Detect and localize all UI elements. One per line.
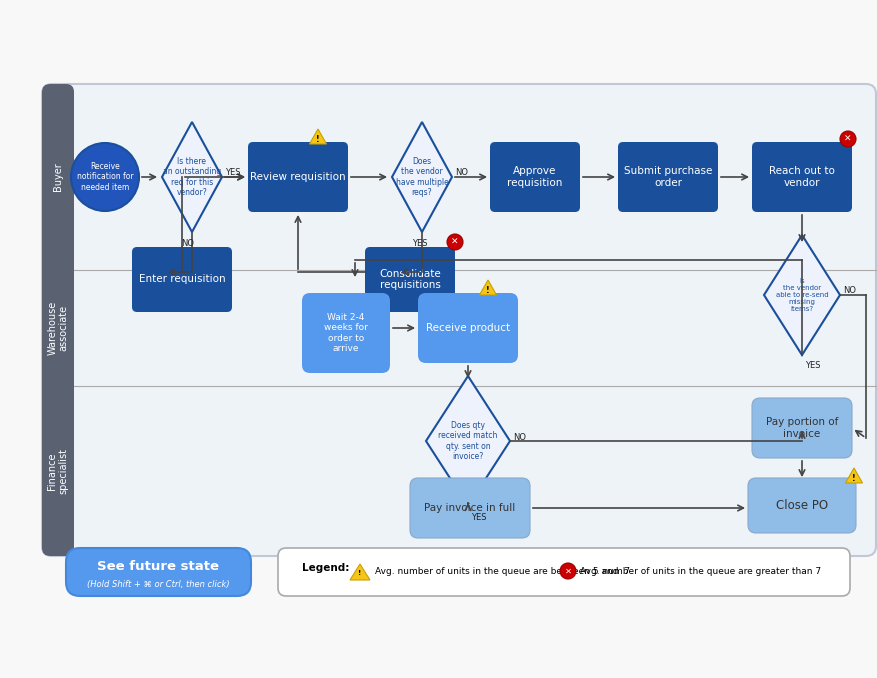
FancyBboxPatch shape [410, 478, 530, 538]
FancyBboxPatch shape [751, 142, 851, 212]
Text: !: ! [486, 286, 489, 295]
FancyBboxPatch shape [751, 398, 851, 458]
Text: Legend:: Legend: [302, 563, 349, 573]
Text: YES: YES [804, 361, 820, 370]
Polygon shape [479, 280, 496, 295]
Circle shape [839, 131, 855, 147]
Polygon shape [350, 564, 369, 580]
FancyBboxPatch shape [365, 247, 454, 312]
Text: Close PO: Close PO [775, 499, 827, 512]
Text: !: ! [358, 570, 361, 576]
Text: Pay portion of
invoice: Pay portion of invoice [765, 417, 838, 439]
FancyBboxPatch shape [42, 84, 875, 556]
Text: NO: NO [182, 239, 195, 248]
FancyBboxPatch shape [278, 548, 849, 596]
Text: Avg. number of units in the queue are greater than 7: Avg. number of units in the queue are gr… [580, 567, 820, 576]
Text: Reach out to
vendor: Reach out to vendor [768, 166, 834, 188]
Text: NO: NO [454, 169, 467, 178]
Text: Avg. number of units in the queue are between 5 and  7: Avg. number of units in the queue are be… [374, 567, 630, 576]
Text: See future state: See future state [96, 559, 218, 572]
Polygon shape [162, 122, 222, 232]
FancyBboxPatch shape [747, 478, 855, 533]
Text: Approve
requisition: Approve requisition [507, 166, 562, 188]
Text: Receive
notification for
needed item: Receive notification for needed item [76, 162, 133, 192]
Text: YES: YES [225, 169, 240, 178]
Text: YES: YES [412, 239, 427, 248]
Text: Warehouse
associate: Warehouse associate [47, 301, 68, 355]
Polygon shape [310, 129, 326, 144]
Text: ✕: ✕ [451, 237, 458, 247]
FancyBboxPatch shape [417, 293, 517, 363]
FancyBboxPatch shape [66, 548, 251, 596]
Text: Finance
specialist: Finance specialist [47, 448, 68, 494]
FancyBboxPatch shape [489, 142, 580, 212]
FancyBboxPatch shape [617, 142, 717, 212]
Circle shape [560, 563, 575, 579]
Text: Review requisition: Review requisition [250, 172, 346, 182]
Text: Enter requisition: Enter requisition [139, 275, 225, 285]
Circle shape [446, 234, 462, 250]
Polygon shape [763, 235, 839, 355]
Polygon shape [391, 122, 452, 232]
Text: YES: YES [470, 513, 486, 522]
Text: ✕: ✕ [564, 567, 571, 576]
Text: Does qty
received match
qty. sent on
invoice?: Does qty received match qty. sent on inv… [438, 421, 497, 461]
Text: Wait 2-4
weeks for
order to
arrive: Wait 2-4 weeks for order to arrive [324, 313, 367, 353]
Text: NO: NO [842, 287, 855, 296]
FancyBboxPatch shape [132, 247, 232, 312]
FancyBboxPatch shape [302, 293, 389, 373]
Text: Does
the vendor
have multiple
reqs?: Does the vendor have multiple reqs? [396, 157, 448, 197]
Text: NO: NO [512, 433, 525, 441]
Text: Is there
an outstanding
req for this
vendor?: Is there an outstanding req for this ven… [163, 157, 221, 197]
Text: !: ! [852, 474, 855, 483]
FancyBboxPatch shape [42, 84, 74, 556]
Text: Receive product: Receive product [425, 323, 510, 333]
Text: ✕: ✕ [844, 134, 851, 144]
Polygon shape [845, 468, 861, 483]
Ellipse shape [71, 143, 139, 211]
Text: !: ! [316, 135, 319, 144]
Text: Is
the vendor
able to re-send
missing
items?: Is the vendor able to re-send missing it… [774, 278, 827, 312]
Polygon shape [425, 376, 510, 506]
Text: Submit purchase
order: Submit purchase order [623, 166, 711, 188]
FancyBboxPatch shape [247, 142, 347, 212]
Text: Consolidate
requisitions: Consolidate requisitions [379, 268, 440, 290]
Text: Buyer: Buyer [53, 163, 63, 191]
Text: Pay invoice in full: Pay invoice in full [424, 503, 515, 513]
Text: (Hold Shift + ⌘ or Ctrl, then click): (Hold Shift + ⌘ or Ctrl, then click) [87, 580, 229, 589]
